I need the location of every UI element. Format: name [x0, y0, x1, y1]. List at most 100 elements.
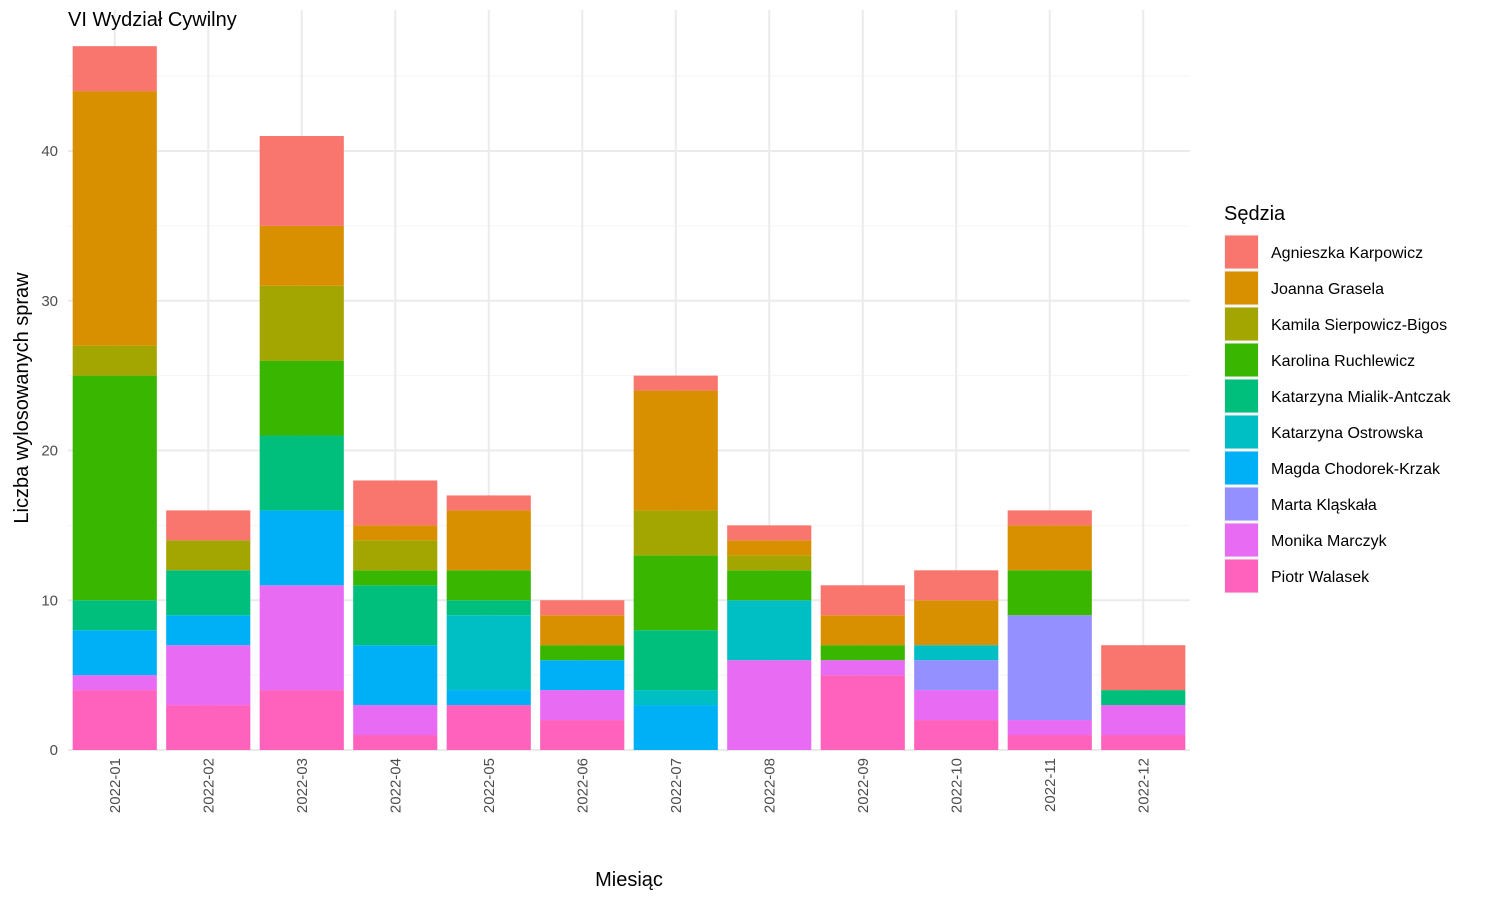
bar-segment [446, 615, 531, 691]
bar-segment [353, 570, 438, 586]
bar-segment [1007, 735, 1092, 750]
bar-segment [259, 225, 344, 286]
bar-segment [259, 585, 344, 691]
bar-segment [914, 720, 999, 750]
legend-label: Katarzyna Mialik-Antczak [1271, 389, 1452, 406]
bar-segment [540, 690, 625, 721]
bar-segment [914, 660, 999, 691]
bar-segment [820, 615, 905, 646]
bar-segment [820, 660, 905, 676]
bar-segment [820, 585, 905, 616]
legend-swatch [1225, 451, 1258, 485]
bar-segment [353, 480, 438, 526]
bar-segment [540, 720, 625, 750]
bar-segment [166, 705, 251, 750]
bar-segment [72, 690, 157, 750]
bar-segment [727, 525, 812, 541]
y-tick-label: 20 [41, 443, 58, 460]
bar-segment [446, 510, 531, 571]
bar-segment [1007, 510, 1092, 526]
bar-segment [540, 660, 625, 691]
bar-segment [914, 645, 999, 661]
legend-swatch [1225, 487, 1258, 521]
bar-segment [166, 615, 251, 646]
bar-segment [540, 600, 625, 616]
legend-swatch [1225, 271, 1258, 305]
bar-segment [72, 600, 157, 631]
legend-label: Agnieszka Karpowicz [1271, 245, 1423, 262]
bar-segment [727, 660, 812, 750]
x-tick-label: 2022-09 [855, 758, 872, 813]
bar-segment [1101, 735, 1186, 750]
bar-segment [914, 570, 999, 601]
bar-segment [259, 435, 344, 511]
bar-segment [1101, 705, 1186, 736]
y-axis-ticks: 0 10 20 30 40 [41, 143, 58, 759]
legend-swatch [1225, 235, 1258, 269]
bar-segment [446, 600, 531, 616]
bar-segment [633, 555, 718, 631]
bar-segment [633, 390, 718, 511]
bar-segment [166, 570, 251, 616]
bar-segment [446, 705, 531, 750]
y-tick-label: 0 [50, 742, 58, 759]
bar-segment [259, 690, 344, 750]
bar-segment [353, 735, 438, 750]
x-tick-label: 2022-01 [107, 758, 124, 813]
bar-segment [727, 600, 812, 661]
bar-segment [914, 690, 999, 721]
bar-segment [166, 540, 251, 571]
bar-segment [166, 510, 251, 541]
bar-segment [446, 690, 531, 706]
x-tick-label: 2022-10 [948, 758, 965, 813]
bar-segment [540, 615, 625, 646]
legend-swatch [1225, 559, 1258, 593]
bar-segment [727, 540, 812, 556]
bar-segment [446, 570, 531, 601]
bar-segment [1007, 525, 1092, 571]
bar-segment [1101, 690, 1186, 706]
legend-label: Magda Chodorek-Krzak [1271, 461, 1441, 478]
x-axis-ticks: 2022-01 2022-02 2022-03 2022-04 2022-05 2022-… [107, 758, 1153, 813]
bar-segment [1007, 615, 1092, 721]
x-tick-label: 2022-04 [387, 758, 404, 813]
x-axis-title: Miesiąc [595, 869, 663, 891]
x-tick-label: 2022-08 [761, 758, 778, 813]
legend-swatch [1225, 307, 1258, 341]
bar-segment [353, 540, 438, 571]
bar-segment [353, 645, 438, 706]
bar-segment [72, 46, 157, 92]
legend-swatch [1225, 343, 1258, 377]
bar-segment [72, 630, 157, 676]
bar-segment [72, 345, 157, 376]
x-tick-label: 2022-07 [668, 758, 685, 813]
bar-segment [820, 675, 905, 750]
legend-label: Karolina Ruchlewicz [1271, 353, 1415, 370]
bar-segment [633, 510, 718, 556]
bar-segment [633, 630, 718, 691]
x-tick-label: 2022-06 [574, 758, 591, 813]
legend-label: Joanna Grasela [1271, 281, 1384, 298]
legend-label: Kamila Sierpowicz-Bigos [1271, 317, 1447, 334]
legend-label: Piotr Walasek [1271, 569, 1370, 586]
legend-label: Marta Kląskała [1271, 497, 1377, 514]
bars [72, 46, 1186, 750]
x-tick-label: 2022-11 [1042, 758, 1059, 812]
bar-segment [72, 675, 157, 691]
bar-segment [353, 585, 438, 646]
x-tick-label: 2022-05 [481, 758, 498, 813]
bar-segment [1007, 570, 1092, 616]
x-tick-label: 2022-02 [200, 758, 217, 813]
bar-segment [72, 91, 157, 346]
bar-segment [259, 285, 344, 361]
bar-segment [259, 136, 344, 226]
bar-segment [259, 510, 344, 586]
bar-segment [353, 525, 438, 541]
bar-segment [1007, 720, 1092, 736]
legend-label: Monika Marczyk [1271, 533, 1388, 550]
legend-swatch [1225, 523, 1258, 557]
x-tick-label: 2022-12 [1135, 758, 1152, 813]
bar-segment [727, 570, 812, 601]
legend-title: Sędzia [1224, 203, 1286, 225]
